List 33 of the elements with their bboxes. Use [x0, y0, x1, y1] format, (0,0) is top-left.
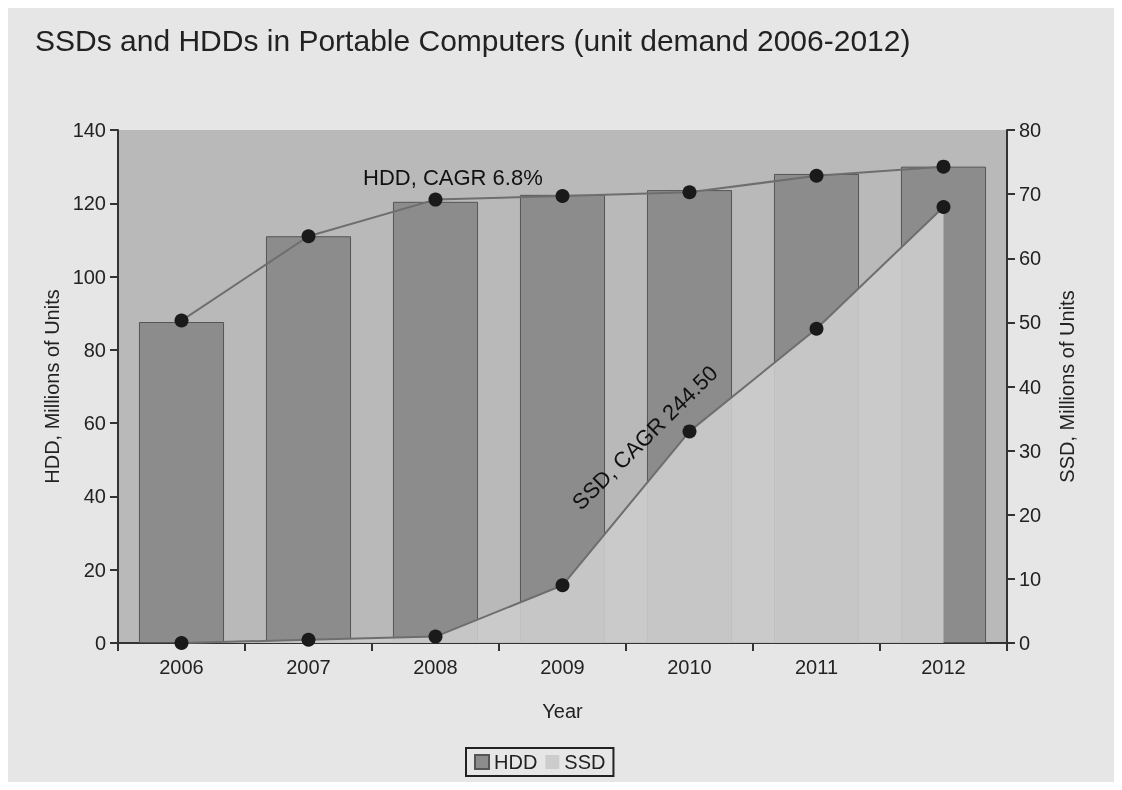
y-tick-label: 80: [83, 338, 106, 361]
y2-tick-label: 30: [1019, 439, 1042, 462]
y2-axis-title: SSD, Millions of Units: [1056, 290, 1078, 483]
x-tick-label: 2012: [921, 656, 966, 678]
y2-tick-label: 80: [1019, 119, 1042, 141]
y-tick-label: 60: [83, 412, 106, 435]
bar: [138, 322, 225, 643]
legend-label: SSD: [564, 751, 606, 773]
bar: [265, 236, 352, 643]
y-axis-title: HDD, Millions of Units: [40, 289, 63, 484]
y2-tick-label: 40: [1019, 375, 1042, 398]
x-tick-label: 2010: [667, 656, 712, 678]
x-tick-label: 2009: [540, 656, 585, 678]
x-tick-label: 2006: [159, 656, 204, 678]
chart-title: SSDs and HDDs in Portable Computers (unit demand 2006-2012): [35, 23, 911, 57]
y2-tick-label: 70: [1019, 183, 1042, 206]
y-tick-label: 120: [72, 192, 106, 215]
x-tick-label: 2008: [413, 656, 458, 678]
x-tick-label: 2007: [286, 656, 331, 678]
x-tick-label: 2011: [794, 656, 839, 678]
annotation: HDD, CAGR 6.8%: [363, 164, 543, 190]
y-tick-label: 20: [83, 558, 106, 581]
y-tick-label: 40: [83, 485, 106, 508]
y-tick-label: 100: [72, 265, 106, 288]
y-tick-label: 0: [94, 632, 106, 654]
y2-tick-label: 10: [1019, 567, 1042, 590]
y2-tick-label: 60: [1019, 247, 1042, 270]
legend-label: HDD: [494, 751, 538, 773]
y2-tick-label: 20: [1019, 503, 1042, 526]
y2-tick-label: 0: [1019, 632, 1031, 654]
y2-tick-label: 50: [1019, 311, 1042, 334]
x-axis-title: Year: [542, 700, 584, 722]
y-tick-label: 140: [72, 119, 106, 141]
